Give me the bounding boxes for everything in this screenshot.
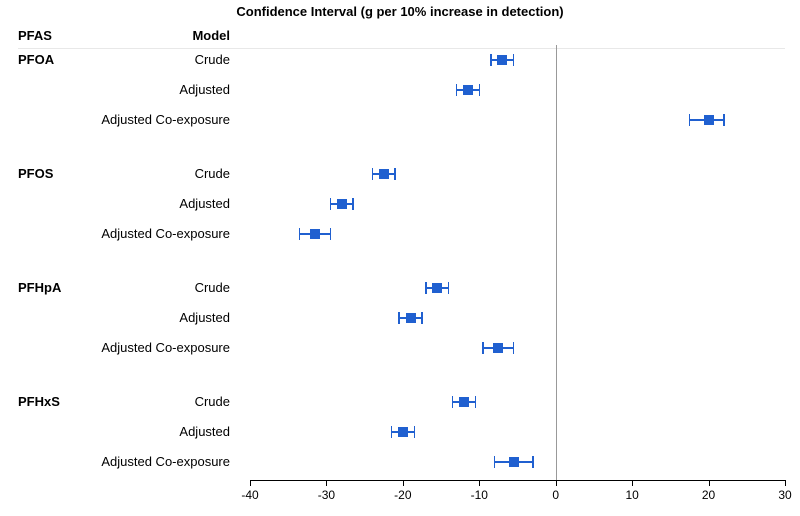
ci-cap — [475, 396, 477, 408]
chart-title: Confidence Interval (g per 10% increase … — [0, 4, 800, 19]
ci-cap — [330, 228, 332, 240]
model-label: Adjusted Co-exposure — [0, 340, 230, 355]
point-estimate — [463, 85, 473, 95]
model-label: Adjusted — [0, 310, 230, 325]
point-estimate — [497, 55, 507, 65]
x-tick — [326, 480, 327, 486]
point-estimate — [310, 229, 320, 239]
ci-cap — [532, 456, 534, 468]
model-label: Adjusted Co-exposure — [0, 226, 230, 241]
point-estimate — [493, 343, 503, 353]
model-label: Adjusted Co-exposure — [0, 454, 230, 469]
zero-reference-line — [556, 45, 557, 480]
ci-cap — [299, 228, 301, 240]
header-model: Model — [0, 28, 230, 43]
model-label: Crude — [0, 280, 230, 295]
x-tick-label: 20 — [702, 488, 715, 502]
point-estimate — [379, 169, 389, 179]
x-tick — [403, 480, 404, 486]
ci-cap — [479, 84, 481, 96]
x-tick-label: -30 — [318, 488, 335, 502]
point-estimate — [406, 313, 416, 323]
x-tick-label: 30 — [778, 488, 791, 502]
x-tick-label: 10 — [625, 488, 638, 502]
ci-cap — [448, 282, 450, 294]
ci-cap — [394, 168, 396, 180]
model-label: Crude — [0, 394, 230, 409]
model-label: Crude — [0, 52, 230, 67]
x-tick — [632, 480, 633, 486]
x-tick — [709, 480, 710, 486]
ci-cap — [452, 396, 454, 408]
ci-cap — [398, 312, 400, 324]
point-estimate — [337, 199, 347, 209]
plot-area: -40-30-20-100102030 — [250, 28, 785, 480]
x-tick — [479, 480, 480, 486]
model-label: Adjusted Co-exposure — [0, 112, 230, 127]
point-estimate — [459, 397, 469, 407]
model-label: Adjusted — [0, 424, 230, 439]
ci-cap — [421, 312, 423, 324]
forest-plot: Confidence Interval (g per 10% increase … — [0, 0, 800, 516]
ci-cap — [482, 342, 484, 354]
x-tick — [785, 480, 786, 486]
ci-cap — [330, 198, 332, 210]
x-tick-label: -10 — [471, 488, 488, 502]
ci-cap — [414, 426, 416, 438]
point-estimate — [432, 283, 442, 293]
ci-cap — [689, 114, 691, 126]
ci-cap — [391, 426, 393, 438]
x-tick-label: -20 — [394, 488, 411, 502]
model-label: Crude — [0, 166, 230, 181]
x-tick-label: -40 — [241, 488, 258, 502]
x-tick — [250, 480, 251, 486]
ci-cap — [723, 114, 725, 126]
point-estimate — [398, 427, 408, 437]
ci-cap — [425, 282, 427, 294]
ci-cap — [513, 54, 515, 66]
model-label: Adjusted — [0, 196, 230, 211]
x-axis — [250, 480, 785, 481]
model-label: Adjusted — [0, 82, 230, 97]
x-tick-label: 0 — [552, 488, 559, 502]
ci-cap — [456, 84, 458, 96]
point-estimate — [704, 115, 714, 125]
ci-cap — [372, 168, 374, 180]
ci-cap — [494, 456, 496, 468]
ci-cap — [513, 342, 515, 354]
x-tick — [556, 480, 557, 486]
ci-cap — [490, 54, 492, 66]
ci-cap — [352, 198, 354, 210]
point-estimate — [509, 457, 519, 467]
